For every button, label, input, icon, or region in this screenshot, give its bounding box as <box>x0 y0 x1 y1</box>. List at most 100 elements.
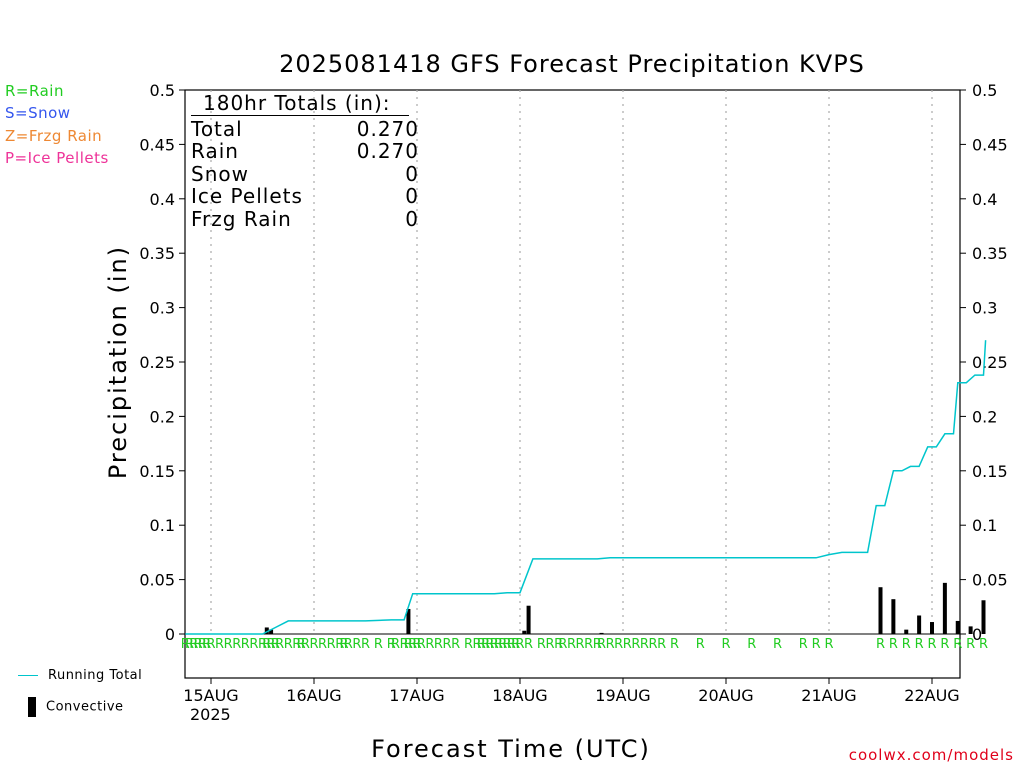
rain-marker: R <box>721 637 730 652</box>
rain-marker: R <box>640 637 649 652</box>
series-legend: Running Total Convective <box>18 668 142 717</box>
rain-marker: R <box>361 637 370 652</box>
x-tick-label: 22AUG <box>904 686 959 705</box>
convective-bar <box>891 599 896 634</box>
x-tick-label: 15AUG <box>183 686 238 705</box>
rain-marker: R <box>494 637 503 652</box>
rain-marker: R <box>387 637 396 652</box>
rain-marker: R <box>451 637 460 652</box>
rain-marker: R <box>515 637 524 652</box>
rain-marker: R <box>417 637 426 652</box>
rain-marker: R <box>473 637 482 652</box>
y-tick-label-left: 0.25 <box>139 353 175 372</box>
rain-marker: R <box>511 637 520 652</box>
rain-marker: R <box>267 637 276 652</box>
y-ticks: 0 00.05 0.050.1 0.10.15 0.150.2 0.20.25 0.250.… <box>139 81 1007 644</box>
rain-marker: R <box>404 637 413 652</box>
rain-marker: R <box>966 637 975 652</box>
rain-marker: R <box>412 637 421 652</box>
rain-marker: R <box>485 637 494 652</box>
rain-marker: R <box>606 637 615 652</box>
rain-marker: R <box>262 637 271 652</box>
convective-bar <box>269 629 274 634</box>
rain-marker: R <box>224 637 233 652</box>
y-tick-label-right: 0.05 <box>972 571 1008 590</box>
totals-label: Ice Pellets <box>191 184 303 209</box>
rain-marker: R <box>554 637 563 652</box>
rain-marker: R <box>202 637 211 652</box>
rain-marker: R <box>232 637 241 652</box>
rain-marker: R <box>297 637 306 652</box>
rain-marker: R <box>597 637 606 652</box>
credit-link[interactable]: coolwx.com/models <box>848 746 1014 764</box>
rain-marker: R <box>799 637 808 652</box>
rain-marker: R <box>344 637 353 652</box>
rain-marker: R <box>292 637 301 652</box>
rain-marker: R <box>258 637 267 652</box>
legend-freezing-rain: Z=Frzg Rain <box>5 127 103 145</box>
rain-marker: R <box>747 637 756 652</box>
rain-marker: R <box>340 637 349 652</box>
running-total-swatch <box>18 675 38 676</box>
convective-bar <box>981 600 986 634</box>
rain-marker: R <box>812 637 821 652</box>
totals-value: 0.270 <box>356 139 419 164</box>
y-tick-label-left: 0.1 <box>150 516 175 535</box>
rain-marker: R <box>309 637 318 652</box>
rain-marker: R <box>889 637 898 652</box>
y-tick-label-left: 0.2 <box>150 407 175 426</box>
rain-marker: R <box>400 637 409 652</box>
rain-marker: R <box>425 637 434 652</box>
legend-convective: Convective <box>18 697 142 717</box>
rain-marker: R <box>824 637 833 652</box>
running-total-line <box>185 340 987 635</box>
rain-marker: R <box>546 637 555 652</box>
y-tick-label-left: 0 <box>165 625 175 644</box>
y-tick-label-left: 0.15 <box>139 462 175 481</box>
rain-marker: R <box>198 637 207 652</box>
y-tick-label-right: 0.35 <box>972 244 1008 263</box>
year-label: 2025 <box>190 705 231 724</box>
totals-label: Total <box>191 116 243 141</box>
rain-marker: R <box>876 637 885 652</box>
rain-marker: R <box>657 637 666 652</box>
rain-marker: R <box>206 637 215 652</box>
totals-row-rain: Rain 0.270 <box>191 140 419 163</box>
rain-marker: R <box>275 637 284 652</box>
rain-marker: R <box>194 637 203 652</box>
totals-value: 0 <box>405 206 419 231</box>
rain-marker: R <box>241 637 250 652</box>
x-tick-label: 17AUG <box>389 686 444 705</box>
convective-bar <box>406 608 411 634</box>
rain-marker: R <box>189 637 198 652</box>
rain-marker: R <box>391 637 400 652</box>
running-total-series <box>185 340 987 635</box>
convective-bar <box>968 626 973 634</box>
y-tick-label-right: 0 <box>972 625 982 644</box>
totals-row-ice-pellets: Ice Pellets 0 <box>191 185 419 208</box>
rain-marker: R <box>181 637 190 652</box>
legend-snow: S=Snow <box>5 104 71 122</box>
y-tick-label-right: 0.4 <box>972 190 997 209</box>
legend-convective-label: Convective <box>46 699 124 715</box>
plot-frame <box>184 89 961 679</box>
rain-marker: R <box>327 637 336 652</box>
rain-marker: R <box>649 637 658 652</box>
x-tick-label: 18AUG <box>492 686 547 705</box>
totals-label: Rain <box>191 139 239 164</box>
y-tick-label-right: 0.25 <box>972 353 1008 372</box>
rain-marker: R <box>434 637 443 652</box>
rain-marker: R <box>301 637 310 652</box>
rain-marker: R <box>503 637 512 652</box>
rain-marker: R <box>374 637 383 652</box>
rain-marker: R <box>464 637 473 652</box>
y-tick-label-right: 0.3 <box>972 299 997 318</box>
totals-label: Snow <box>191 161 249 186</box>
totals-label: Frzg Rain <box>191 206 292 231</box>
convective-bar <box>904 629 909 634</box>
rain-marker: R <box>593 637 602 652</box>
rain-marker: R <box>215 637 224 652</box>
totals-row-snow: Snow 0 <box>191 163 419 186</box>
y-tick-label-left: 0.3 <box>150 299 175 318</box>
